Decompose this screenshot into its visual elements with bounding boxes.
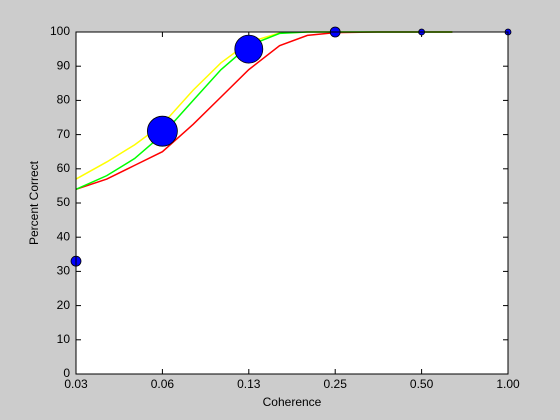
y-tick-label: 10 (57, 332, 71, 346)
y-tick-label: 30 (57, 264, 71, 278)
x-tick-label: 0.50 (410, 377, 434, 391)
y-tick-label: 80 (57, 93, 71, 107)
x-axis-label: Coherence (263, 395, 322, 409)
plot-area (76, 32, 508, 374)
axes-box (75, 31, 509, 375)
x-tick-label: 0.03 (64, 377, 88, 391)
x-tick-label: 0.13 (237, 377, 261, 391)
y-axis-label: Percent Correct (27, 160, 41, 245)
y-tick-label: 60 (57, 161, 71, 175)
y-tick-label: 40 (57, 229, 71, 243)
y-tick-label: 90 (57, 58, 71, 72)
y-tick-label: 50 (57, 195, 71, 209)
y-tick-label: 70 (57, 127, 71, 141)
x-tick-label: 0.06 (151, 377, 175, 391)
y-tick-label: 100 (50, 24, 70, 38)
x-tick-label: 0.25 (324, 377, 348, 391)
x-tick-label: 1.00 (496, 377, 520, 391)
y-tick-label: 20 (57, 298, 71, 312)
data-point (146, 115, 178, 147)
y-tick-label: 0 (63, 366, 70, 380)
data-point (234, 34, 264, 64)
